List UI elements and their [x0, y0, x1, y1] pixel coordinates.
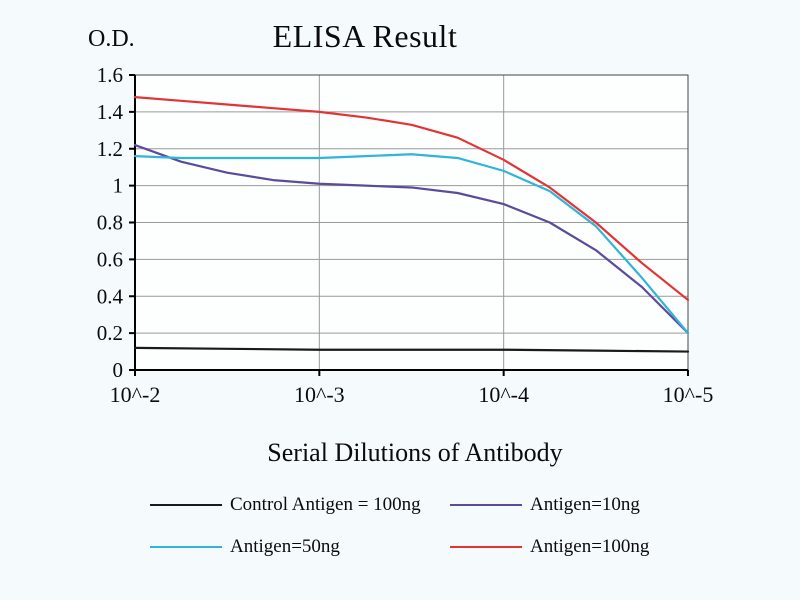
legend-item: Antigen=10ng — [450, 494, 710, 516]
legend-label: Antigen=100ng — [530, 536, 650, 557]
x-tick-label: 10^-2 — [110, 382, 161, 407]
x-tick-label: 10^-4 — [478, 382, 529, 407]
legend-item: Antigen=100ng — [450, 536, 710, 558]
y-tick-label: 1.2 — [97, 137, 123, 161]
legend: Control Antigen = 100ng Antigen=10ng Antig… — [150, 494, 690, 558]
legend-line-swatch — [150, 546, 222, 548]
y-tick-label: 1 — [113, 174, 124, 198]
y-tick-label: 0.2 — [97, 321, 123, 345]
legend-line-swatch — [450, 504, 522, 506]
y-tick-label: 0.4 — [97, 284, 124, 308]
series-line-antigen-50ng — [133, 153, 690, 335]
y-axis-label: O.D. — [88, 26, 135, 52]
legend-label: Antigen=50ng — [230, 536, 340, 557]
y-tick-label: 1.4 — [97, 100, 124, 124]
series-line-control-antigen-100ng — [133, 346, 690, 353]
x-tick-label: 10^-5 — [663, 382, 714, 407]
legend-item: Control Antigen = 100ng — [150, 494, 450, 516]
legend-item: Antigen=50ng — [150, 536, 450, 558]
y-tick-label: 0.6 — [97, 247, 123, 271]
y-tick-label: 0.8 — [97, 211, 123, 235]
legend-line-swatch — [450, 546, 522, 548]
legend-line-swatch — [150, 504, 222, 506]
x-axis-label: Serial Dilutions of Antibody — [267, 438, 563, 467]
series-line-antigen-10ng — [133, 143, 690, 335]
y-tick-label: 1.6 — [97, 63, 123, 87]
legend-label: Antigen=10ng — [530, 494, 640, 515]
x-tick-label: 10^-3 — [294, 382, 345, 407]
y-tick-label: 0 — [113, 358, 124, 382]
series-line-antigen-100ng — [133, 96, 690, 302]
legend-label: Control Antigen = 100ng — [230, 494, 421, 515]
chart-title: ELISA Result — [272, 18, 458, 54]
